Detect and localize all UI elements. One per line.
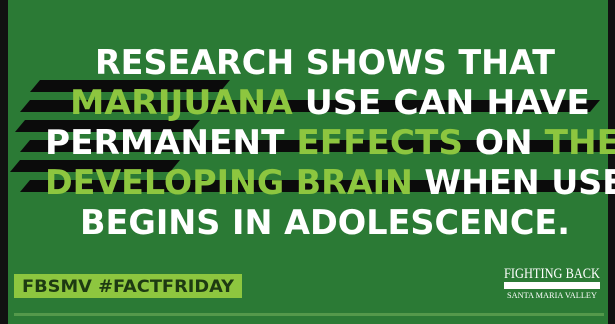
headline-line: PERMANENT EFFECTS ON THE: [45, 123, 615, 163]
headline-text: BEGINS IN ADOLESCENCE.: [80, 203, 570, 243]
headline-text: USE CAN HAVE: [293, 83, 590, 123]
logo-title: FIGHTING BACK: [504, 266, 600, 282]
stripe: [20, 100, 600, 112]
highlight-text: THE: [545, 123, 615, 163]
headline-line: DEVELOPING BRAIN WHEN USE: [45, 163, 615, 203]
headline-text: RESEARCH SHOWS THAT: [95, 43, 556, 83]
stripe: [30, 80, 230, 92]
headline-text: WHEN USE: [413, 163, 615, 203]
headline-line: BEGINS IN ADOLESCENCE.: [80, 203, 570, 243]
logo-bar: [504, 282, 600, 289]
stripe: [20, 180, 615, 192]
highlight-text: EFFECTS: [296, 123, 463, 163]
hashtag-box: [14, 274, 242, 298]
stripe: [10, 160, 180, 172]
highlight-text: MARIJUANA: [70, 83, 293, 123]
headline-text: PERMANENT: [45, 123, 296, 163]
headline-line: RESEARCH SHOWS THAT: [95, 43, 556, 83]
stripe: [15, 120, 200, 132]
stripe: [20, 140, 615, 152]
highlight-text: DEVELOPING BRAIN: [45, 163, 413, 203]
logo-subtitle: SANTA MARIA VALLEY: [507, 291, 597, 300]
headline-text: ON: [463, 123, 545, 163]
footnote: [14, 313, 604, 316]
headline-line: MARIJUANA USE CAN HAVE: [70, 83, 590, 123]
hashtag: FBSMV #FACTFRIDAY: [22, 277, 235, 297]
